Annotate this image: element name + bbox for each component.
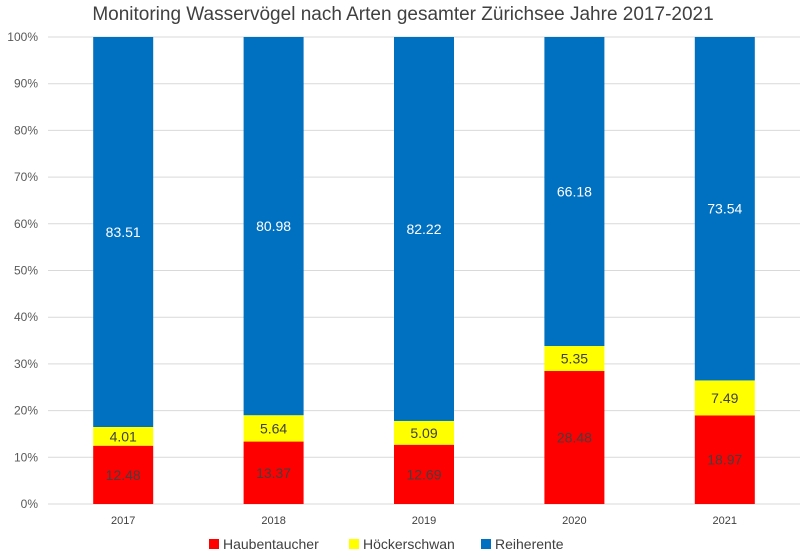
x-tick-label: 2018 — [261, 515, 285, 527]
y-tick-label: 30% — [14, 357, 38, 371]
data-label: 83.51 — [106, 224, 141, 240]
legend-swatch — [349, 539, 359, 549]
x-tick-label: 2020 — [562, 515, 586, 527]
legend-label: Höckerschwan — [363, 536, 455, 552]
legend-label: Haubentaucher — [223, 536, 319, 552]
legend-label: Reiherente — [495, 536, 564, 552]
y-tick-label: 10% — [14, 450, 38, 464]
y-tick-label: 90% — [14, 77, 38, 91]
data-label: 80.98 — [256, 218, 291, 234]
y-tick-label: 50% — [14, 264, 38, 278]
data-label: 12.69 — [406, 466, 441, 482]
y-tick-label: 80% — [14, 123, 38, 137]
bar-segment — [694, 415, 755, 504]
bar-segment — [93, 445, 154, 504]
x-tick-label: 2019 — [412, 515, 436, 527]
bar-segment — [394, 37, 454, 421]
bar-segment — [544, 346, 605, 372]
bar-segment — [694, 380, 755, 416]
data-label: 5.09 — [410, 425, 437, 441]
y-tick-label: 20% — [14, 404, 38, 418]
data-label: 73.54 — [707, 201, 742, 217]
legend: Haubentaucher Höckerschwan Reiherente — [209, 536, 564, 552]
x-axis: 2017 2018 2019 2020 2021 — [111, 515, 737, 527]
bar-segment — [243, 415, 304, 442]
bar-segment — [394, 420, 454, 445]
y-tick-label: 60% — [14, 217, 38, 231]
data-label: 18.97 — [707, 452, 742, 468]
legend-swatch — [209, 539, 219, 549]
legend-swatch — [481, 539, 491, 549]
y-tick-label: 100% — [7, 30, 38, 44]
chart-title: Monitoring Wasservögel nach Arten gesamt… — [92, 4, 713, 25]
x-tick-label: 2017 — [111, 515, 135, 527]
data-label: 13.37 — [256, 465, 291, 481]
y-tick-label: 70% — [14, 170, 38, 184]
data-label: 7.49 — [711, 390, 738, 406]
bar-segment — [243, 441, 304, 504]
y-tick-label: 0% — [21, 497, 39, 511]
data-label: 28.48 — [557, 430, 592, 446]
data-label: 66.18 — [557, 184, 592, 200]
bar-segment — [93, 426, 154, 446]
bar-segment — [93, 37, 154, 427]
bar-segment — [694, 37, 755, 381]
data-label: 5.35 — [561, 351, 588, 367]
bar-segment — [544, 37, 605, 347]
bar-segment — [394, 444, 454, 504]
bars — [93, 37, 755, 504]
data-label: 82.22 — [406, 221, 441, 237]
data-label: 5.64 — [260, 420, 287, 436]
y-axis: 0% 10% 20% 30% 40% 50% 60% 70% 80% 90% 100% — [7, 30, 38, 511]
data-label: 4.01 — [110, 428, 137, 444]
data-label: 12.48 — [106, 467, 141, 483]
bar-segment — [544, 371, 605, 504]
bar-segment — [243, 37, 304, 416]
y-tick-label: 40% — [14, 310, 38, 324]
data-labels: 12.48 4.01 83.51 13.37 5.64 80.98 12.69 5.09 82.… — [106, 184, 743, 483]
x-tick-label: 2021 — [713, 515, 737, 527]
